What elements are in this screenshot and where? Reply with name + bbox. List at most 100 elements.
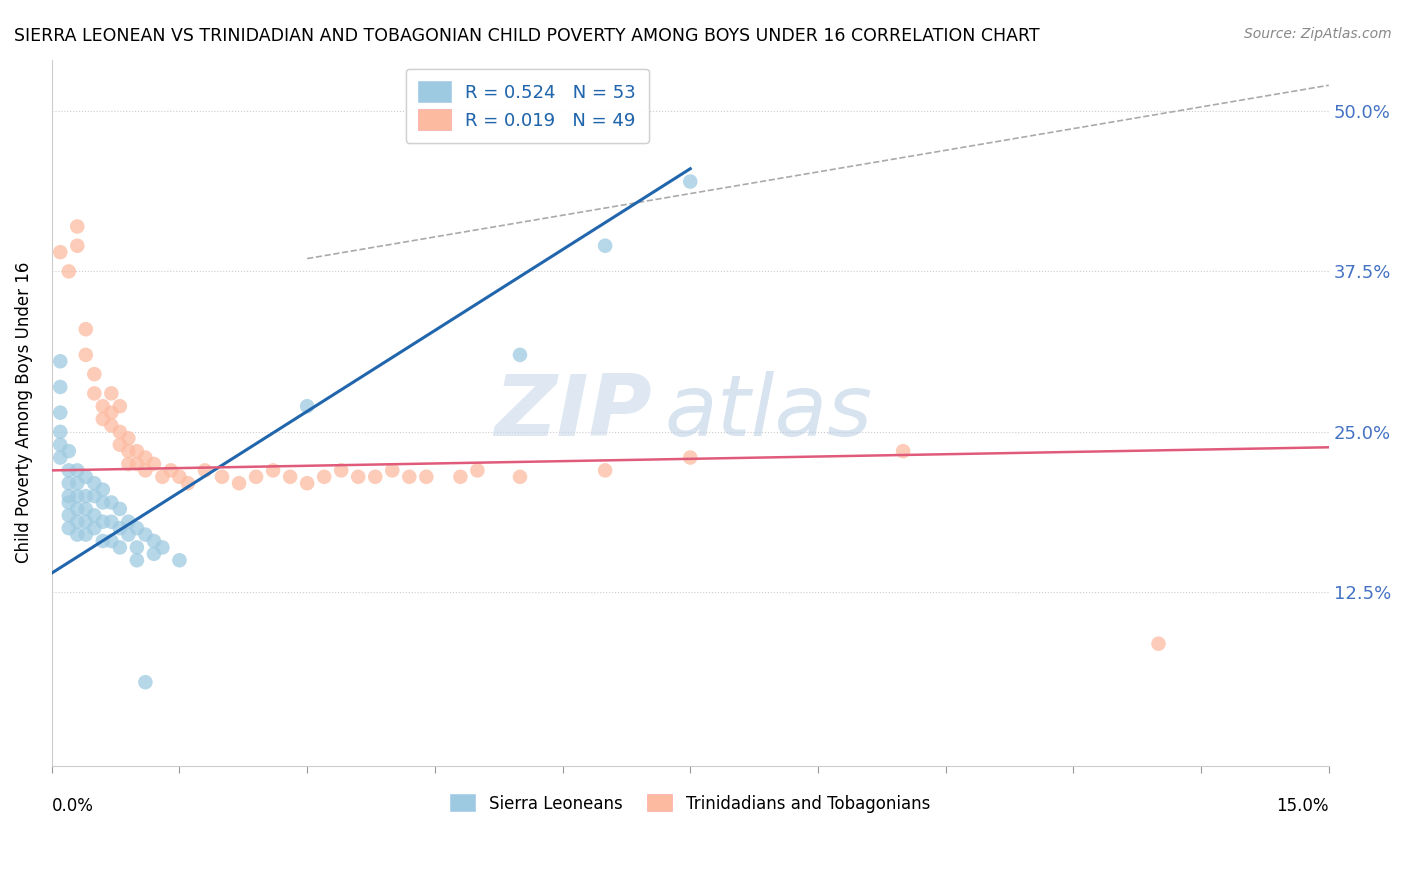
Point [364, 470, 387, 484]
Point [75, 322, 97, 336]
Point [245, 470, 267, 484]
Point [117, 457, 139, 471]
Text: Source: ZipAtlas.com: Source: ZipAtlas.com [1244, 27, 1392, 41]
Point [83, 386, 105, 401]
Point [134, 463, 156, 477]
Text: 15.0%: 15.0% [1277, 797, 1329, 815]
Point [509, 348, 531, 362]
Point [91, 483, 114, 497]
Point [211, 470, 233, 484]
Point [117, 444, 139, 458]
Point [160, 463, 183, 477]
Point [134, 527, 156, 541]
Point [75, 470, 97, 484]
Point [108, 502, 131, 516]
Point [593, 463, 616, 477]
Point [295, 476, 318, 491]
Point [91, 495, 114, 509]
Point [58, 489, 80, 503]
Point [142, 547, 165, 561]
Text: 0.0%: 0.0% [52, 797, 94, 815]
Point [125, 541, 148, 555]
Point [66, 238, 89, 252]
Point [314, 470, 336, 484]
Point [75, 489, 97, 503]
Point [58, 495, 80, 509]
Point [142, 534, 165, 549]
Point [177, 476, 200, 491]
Legend: R = 0.524   N = 53, R = 0.019   N = 49: R = 0.524 N = 53, R = 0.019 N = 49 [405, 69, 648, 143]
Point [330, 463, 353, 477]
Point [91, 399, 114, 413]
Point [100, 495, 122, 509]
Point [295, 399, 318, 413]
Point [169, 553, 191, 567]
Point [125, 553, 148, 567]
Point [117, 527, 139, 541]
Point [142, 457, 165, 471]
Point [66, 219, 89, 234]
Point [91, 515, 114, 529]
Point [75, 527, 97, 541]
Point [58, 508, 80, 523]
Point [108, 521, 131, 535]
Point [83, 521, 105, 535]
Point [58, 476, 80, 491]
Point [100, 534, 122, 549]
Point [83, 508, 105, 523]
Point [100, 418, 122, 433]
Point [66, 502, 89, 516]
Point [100, 515, 122, 529]
Point [66, 515, 89, 529]
Point [467, 463, 489, 477]
Point [152, 470, 174, 484]
Point [398, 470, 420, 484]
Point [66, 463, 89, 477]
Point [58, 521, 80, 535]
Point [134, 675, 156, 690]
Point [66, 527, 89, 541]
Point [49, 450, 72, 465]
Point [108, 399, 131, 413]
Point [593, 238, 616, 252]
Y-axis label: Child Poverty Among Boys Under 16: Child Poverty Among Boys Under 16 [15, 262, 32, 564]
Point [347, 470, 370, 484]
Point [278, 470, 301, 484]
Point [108, 541, 131, 555]
Point [75, 348, 97, 362]
Point [108, 438, 131, 452]
Point [228, 476, 250, 491]
Point [66, 476, 89, 491]
Point [91, 534, 114, 549]
Point [679, 450, 702, 465]
Point [58, 264, 80, 278]
Point [83, 476, 105, 491]
Point [49, 438, 72, 452]
Point [100, 386, 122, 401]
Point [100, 406, 122, 420]
Point [49, 425, 72, 439]
Point [58, 463, 80, 477]
Point [134, 450, 156, 465]
Point [381, 463, 404, 477]
Point [58, 444, 80, 458]
Point [117, 431, 139, 445]
Point [194, 463, 217, 477]
Point [125, 521, 148, 535]
Point [1147, 637, 1170, 651]
Point [49, 406, 72, 420]
Point [75, 515, 97, 529]
Point [679, 175, 702, 189]
Point [117, 515, 139, 529]
Text: ZIP: ZIP [495, 371, 652, 454]
Point [169, 470, 191, 484]
Point [415, 470, 437, 484]
Point [83, 367, 105, 381]
Point [66, 489, 89, 503]
Point [125, 457, 148, 471]
Point [262, 463, 284, 477]
Point [891, 444, 914, 458]
Text: SIERRA LEONEAN VS TRINIDADIAN AND TOBAGONIAN CHILD POVERTY AMONG BOYS UNDER 16 C: SIERRA LEONEAN VS TRINIDADIAN AND TOBAGO… [14, 27, 1039, 45]
Point [49, 245, 72, 260]
Point [75, 502, 97, 516]
